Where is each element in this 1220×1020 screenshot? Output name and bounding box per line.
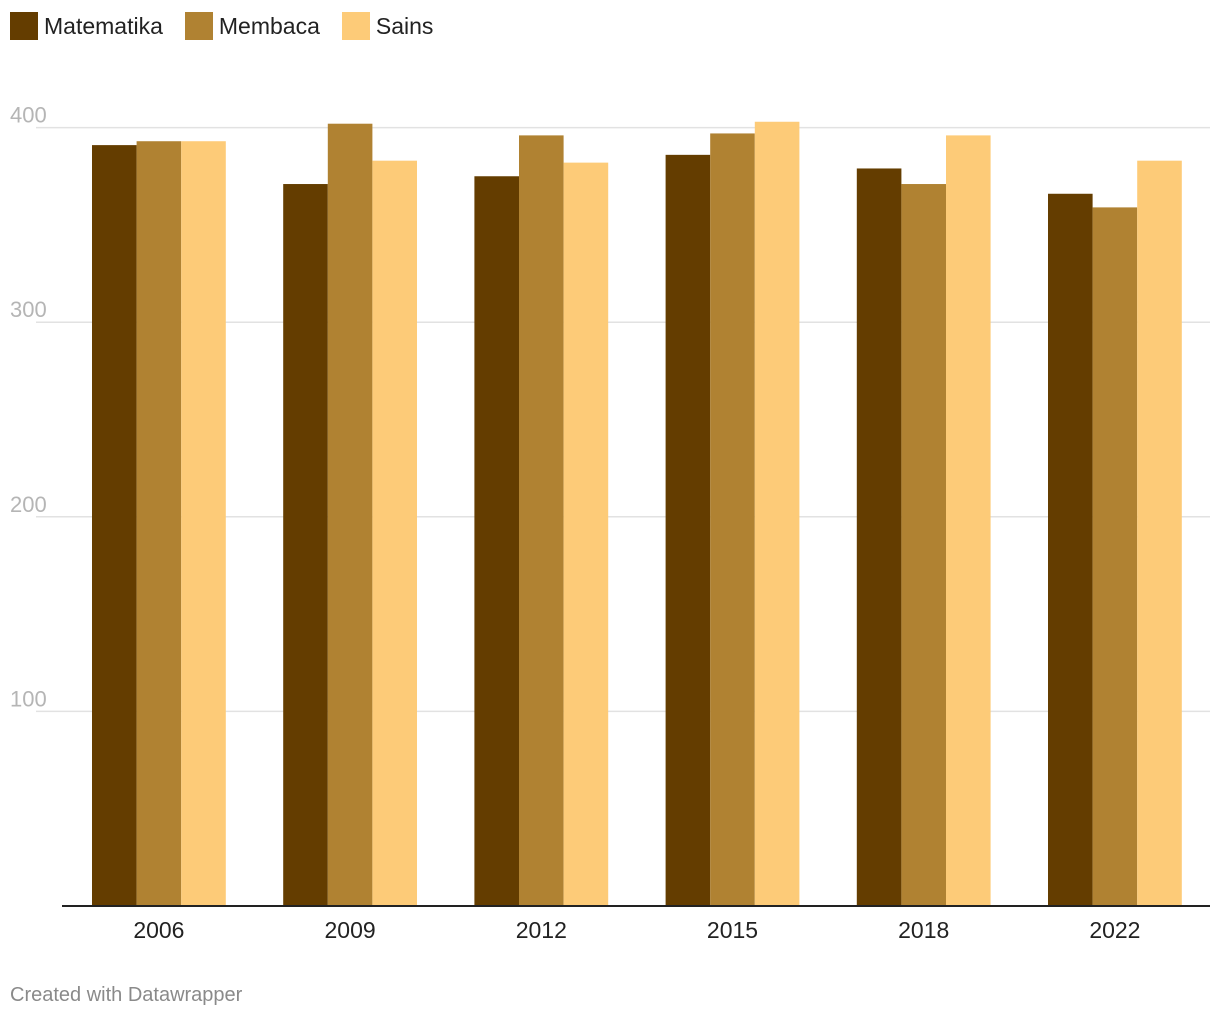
bar-membaca-2015 (710, 133, 755, 907)
y-tick-label-100: 100 (10, 686, 47, 711)
x-tick-label-2015: 2015 (707, 917, 758, 943)
bar-sains-2022 (1137, 160, 1182, 906)
footer-credit: Created with Datawrapper (10, 984, 243, 1006)
legend-label-membaca: Membaca (218, 12, 320, 39)
bar-matematika-2006 (92, 145, 137, 906)
bar-matematika-2012 (474, 176, 519, 906)
x-tick-label-2018: 2018 (898, 917, 949, 943)
legend-item-membaca: Membaca (184, 12, 320, 40)
bar-matematika-2009 (283, 184, 328, 906)
x-tick-label-2022: 2022 (1089, 917, 1140, 943)
bar-sains-2012 (563, 162, 609, 907)
bar-sains-2006 (181, 141, 226, 907)
legend-label-matematika: Matematika (44, 12, 163, 39)
bar-matematika-2018 (856, 168, 902, 906)
bar-sains-2018 (946, 135, 991, 906)
legend: Matematika Membaca Sains (10, 12, 455, 40)
x-tick-label-2006: 2006 (133, 917, 184, 943)
legend-swatch-membaca (184, 12, 213, 40)
bar-sains-2015 (754, 121, 800, 906)
bar-matematika-2015 (665, 154, 711, 906)
bar-membaca-2006 (136, 141, 182, 907)
bar-membaca-2009 (327, 123, 373, 906)
bar-membaca-2012 (519, 135, 564, 906)
legend-swatch-matematika (10, 12, 38, 40)
y-tick-label-200: 200 (10, 492, 47, 517)
bar-matematika-2022 (1048, 193, 1093, 906)
legend-swatch-sains (341, 12, 370, 40)
y-tick-label-400: 400 (10, 103, 47, 128)
bar-membaca-2018 (901, 184, 946, 906)
bar-membaca-2022 (1092, 207, 1138, 907)
legend-item-sains: Sains (341, 12, 434, 40)
x-tick-label-2009: 2009 (325, 917, 376, 943)
y-tick-label-300: 300 (10, 297, 47, 322)
x-tick-label-2012: 2012 (516, 917, 567, 943)
legend-item-matematika: Matematika (10, 12, 163, 40)
legend-label-sains: Sains (375, 12, 434, 39)
bar-sains-2009 (372, 160, 417, 906)
